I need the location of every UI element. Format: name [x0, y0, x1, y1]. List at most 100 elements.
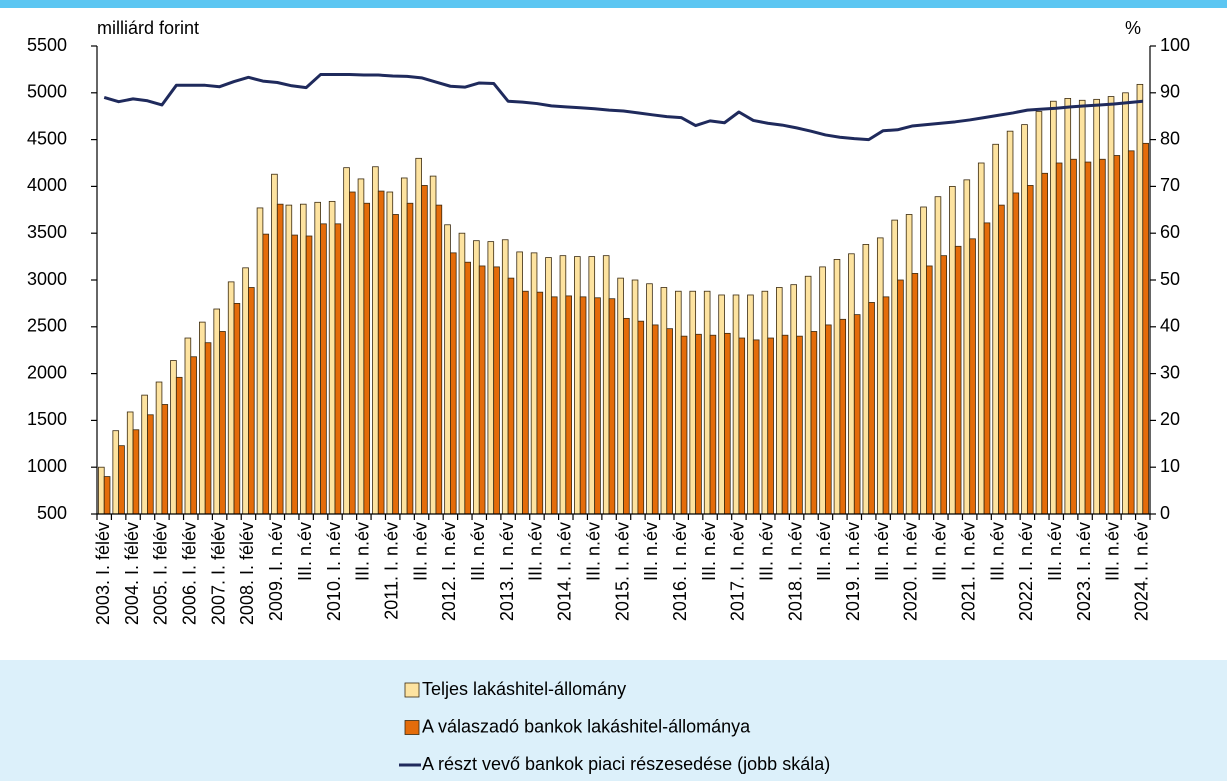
- bar: [349, 191, 356, 515]
- y-axis-title: milliárd forint: [97, 18, 199, 38]
- bar: [233, 302, 241, 515]
- bar: [285, 204, 293, 515]
- bar: [372, 166, 379, 515]
- x-tick-label: 2006. I. félév: [180, 522, 200, 625]
- bar: [954, 245, 962, 515]
- bar: [262, 233, 270, 515]
- bar: [747, 294, 754, 515]
- x-tick-label: III. n.év: [468, 522, 488, 581]
- bar: [767, 337, 774, 515]
- bar: [862, 244, 870, 515]
- bar: [377, 190, 385, 515]
- bar: [199, 321, 206, 515]
- bar: [450, 252, 457, 515]
- bar: [256, 207, 264, 515]
- bar: [1035, 111, 1043, 515]
- bar: [732, 294, 740, 515]
- x-tick-label: III. n.év: [756, 522, 776, 581]
- bar: [126, 411, 134, 515]
- x-tick-label: 2003. I. félév: [93, 522, 113, 625]
- x-tick-label: 2022. I. n.év: [1016, 522, 1036, 621]
- x-tick-label: III. n.év: [295, 522, 315, 581]
- bar: [565, 295, 572, 515]
- bar: [478, 265, 486, 515]
- bar: [507, 277, 515, 515]
- bar: [675, 290, 682, 515]
- bar: [147, 414, 154, 515]
- y2-tick-label: 40: [1160, 316, 1180, 336]
- bar: [219, 331, 226, 515]
- bar: [680, 335, 688, 515]
- bar: [227, 281, 235, 515]
- bar: [536, 291, 544, 515]
- x-tick-label: III. n.év: [641, 522, 661, 581]
- bar: [1070, 158, 1077, 515]
- bar: [458, 232, 466, 515]
- bar: [1122, 92, 1129, 515]
- bar: [1099, 158, 1106, 515]
- bar: [983, 222, 991, 515]
- bar: [1012, 192, 1020, 515]
- x-tick-label: 2011. I. n.év: [381, 522, 401, 620]
- x-tick-label: 2016. I. n.év: [670, 522, 690, 621]
- bar: [522, 290, 529, 515]
- bar: [276, 203, 284, 515]
- y-tick-label: 5500: [27, 35, 67, 55]
- bar: [631, 279, 639, 515]
- x-tick-label: 2024. I. n.év: [1132, 522, 1152, 621]
- y-tick-label: 5000: [27, 82, 67, 102]
- y-tick-label: 1000: [27, 456, 67, 476]
- bar: [738, 337, 746, 515]
- x-tick-label: III. n.év: [583, 522, 603, 581]
- bar: [1093, 98, 1100, 515]
- legend-label: A részt vevő bankok piaci részesedése (j…: [422, 754, 830, 774]
- bar: [934, 196, 942, 515]
- x-tick-label: III. n.év: [930, 522, 950, 581]
- bar: [103, 476, 111, 515]
- bar: [415, 157, 422, 515]
- x-tick-label: 2013. I. n.év: [497, 522, 517, 621]
- bar: [112, 430, 120, 515]
- bar: [1078, 99, 1086, 515]
- bar: [421, 185, 428, 515]
- bar: [406, 202, 414, 515]
- bar: [435, 204, 443, 515]
- bar: [132, 429, 140, 515]
- bar: [1142, 142, 1149, 515]
- bar: [184, 337, 192, 515]
- bar: [357, 178, 365, 515]
- x-tick-label: 2012. I. n.év: [439, 522, 459, 621]
- bar: [429, 175, 437, 515]
- bar: [920, 206, 927, 515]
- line: [103, 73, 1143, 142]
- y-tick-label: 2500: [27, 316, 67, 336]
- x-tick-label: III. n.év: [872, 522, 892, 581]
- bar: [493, 266, 500, 515]
- bar: [853, 314, 861, 515]
- y2-tick-label: 60: [1160, 222, 1180, 242]
- bar: [175, 376, 183, 515]
- bar: [776, 287, 783, 515]
- y2-tick-label: 0: [1160, 503, 1170, 523]
- bar: [718, 294, 725, 515]
- bar: [963, 179, 971, 515]
- x-tick-label: III. n.év: [410, 522, 430, 581]
- x-tick-label: 2020. I. n.év: [901, 522, 921, 621]
- bar: [1127, 150, 1135, 515]
- bar: [314, 201, 321, 515]
- bar: [170, 360, 177, 515]
- bar: [891, 219, 898, 515]
- x-tick-label: III. n.év: [353, 522, 373, 581]
- bar: [977, 162, 985, 515]
- y2-tick-label: 100: [1160, 35, 1190, 55]
- x-tick-label: 2015. I. n.év: [612, 522, 632, 621]
- bar: [1136, 83, 1144, 515]
- bar: [204, 342, 212, 515]
- y2-tick-label: 90: [1160, 82, 1180, 102]
- bar: [819, 266, 826, 515]
- bar: [1041, 172, 1048, 515]
- bar: [155, 381, 163, 515]
- x-tick-label: 2010. I. n.év: [324, 522, 344, 621]
- x-tick-label: 2023. I. n.év: [1074, 522, 1094, 621]
